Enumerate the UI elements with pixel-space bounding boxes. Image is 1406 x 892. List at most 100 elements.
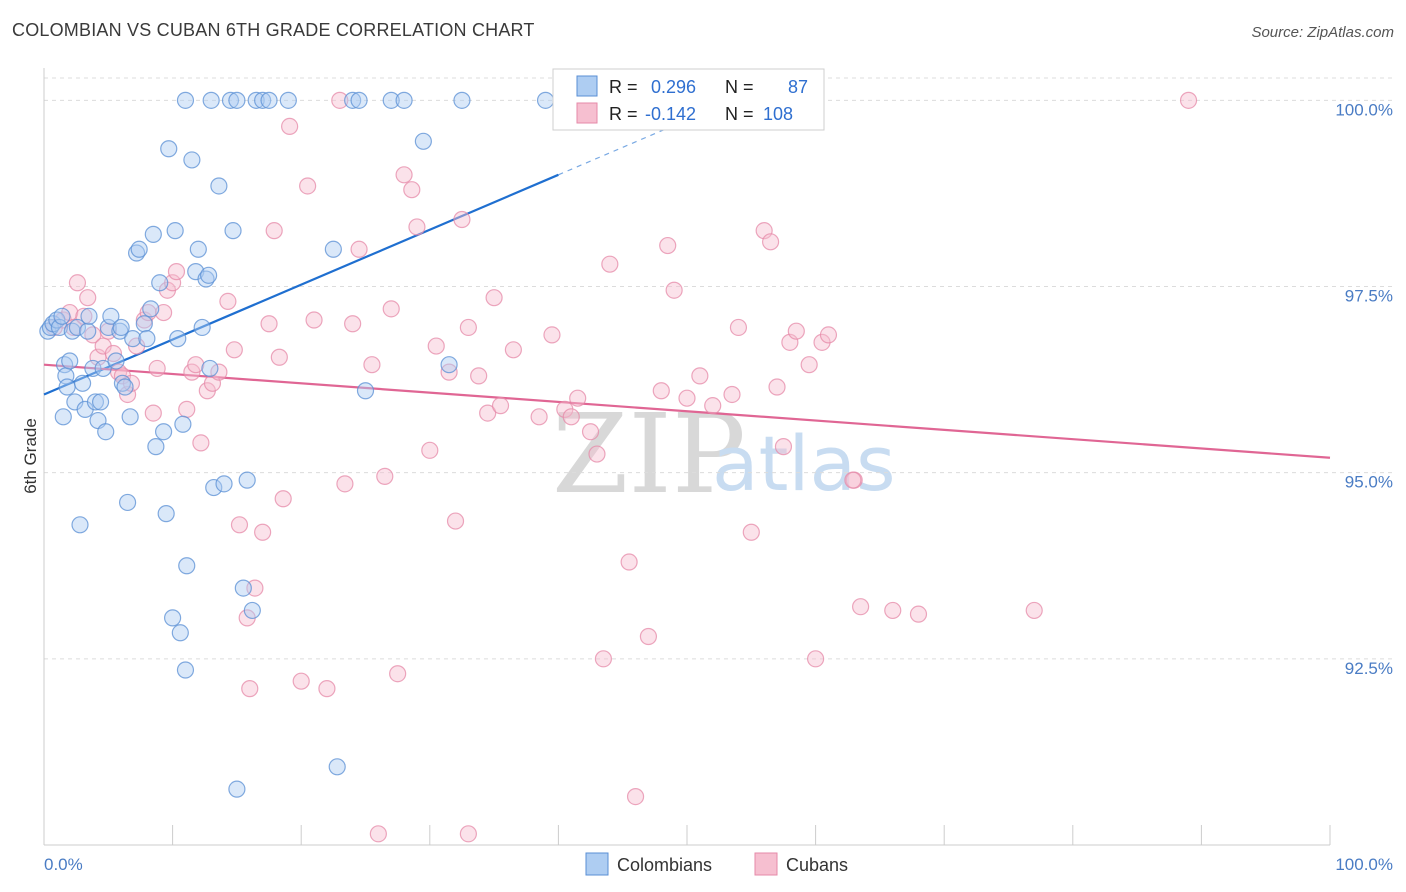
colombians-point: [116, 378, 134, 396]
colombians-point: [97, 423, 115, 441]
cubans-point: [729, 318, 748, 337]
cubans-point: [270, 348, 288, 366]
colombians-point: [279, 91, 297, 109]
colombians-point: [189, 240, 207, 258]
cubans-point: [620, 553, 638, 571]
cubans-point: [479, 404, 497, 422]
colombians-point: [176, 91, 195, 109]
cubans-point: [485, 289, 503, 307]
colombians-point: [112, 318, 130, 337]
cubans-point: [691, 367, 709, 385]
colombians-n-label: N =: [725, 77, 754, 97]
cubans-point: [427, 337, 445, 355]
cubans-n-label: N =: [725, 104, 754, 124]
cubans-point: [453, 210, 471, 229]
colombians-point: [453, 91, 471, 109]
cubans-point: [260, 315, 278, 333]
cubans-point: [852, 598, 870, 616]
colombians-r-label: R =: [609, 77, 638, 97]
watermark-zip: ZIP: [552, 390, 746, 518]
colombians-point: [356, 382, 375, 400]
cubans-point: [659, 236, 677, 255]
colombians-point: [243, 601, 261, 620]
cubans-point: [408, 218, 426, 236]
chart-source: Source: ZipAtlas.com: [1251, 24, 1394, 41]
watermark-atlas: atlas: [712, 419, 896, 508]
colombians-point: [135, 315, 153, 333]
cubans-point: [148, 359, 166, 378]
colombians-point: [228, 91, 246, 109]
cubans-point: [305, 311, 323, 329]
colombians-point: [53, 307, 71, 325]
cubans-point: [601, 255, 619, 273]
cubans-point: [504, 341, 522, 359]
colombians-point: [205, 478, 223, 497]
legend: Colombians Cubans: [585, 852, 848, 876]
cubans-point: [395, 166, 413, 184]
cubans-point: [530, 408, 548, 426]
cubans-point: [292, 672, 310, 690]
cubans-point: [459, 318, 477, 337]
colombians-point: [183, 151, 201, 169]
cubans-point: [281, 117, 299, 136]
cubans-point: [68, 274, 87, 292]
colombians-point: [440, 356, 458, 374]
colombians-point: [80, 307, 98, 325]
cubans-point: [154, 303, 173, 322]
colombians-point: [210, 177, 228, 195]
colombians-point: [382, 91, 400, 109]
cubans-point: [1025, 601, 1043, 620]
cubans-point: [768, 378, 786, 396]
colombians-point: [201, 359, 219, 378]
cubans-point: [723, 385, 741, 404]
y-tick-label: 100.0%: [1335, 100, 1393, 119]
colombians-point: [102, 307, 120, 325]
colombians-point: [260, 91, 278, 109]
cubans-point: [254, 523, 272, 541]
cubans-n-value: 108: [763, 104, 793, 124]
colombians-point: [147, 438, 165, 456]
legend-cubans-icon: [754, 852, 778, 876]
cubans-point: [704, 397, 722, 415]
stats-box: R = 0.296 N = 87 R = -0.142 N = 108: [552, 68, 825, 131]
colombians-point: [344, 91, 362, 109]
x-tick-label: 100.0%: [1335, 855, 1393, 874]
colombians-point: [228, 780, 246, 798]
y-tick-label: 95.0%: [1345, 473, 1393, 492]
colombians-point: [224, 222, 242, 240]
axes: 92.5% 95.0% 97.5% 100.0% 0.0% 100.0%: [43, 68, 1393, 874]
colombians-point: [118, 493, 137, 512]
colombians-point: [157, 505, 175, 523]
colombians-point: [536, 91, 555, 109]
colombians-point: [178, 557, 196, 575]
cubans-point: [909, 605, 928, 623]
cubans-point: [389, 665, 407, 683]
colombians-point: [91, 393, 110, 411]
cubans-point: [459, 825, 477, 843]
cubans-point: [382, 300, 400, 318]
colombians-point: [79, 322, 97, 340]
cubans-point: [543, 326, 561, 344]
cubans-point: [421, 441, 439, 459]
colombians-point: [86, 393, 105, 411]
cubans-point: [225, 341, 243, 359]
colombians-point: [200, 266, 218, 284]
colombians-point: [328, 758, 346, 776]
colombians-r-value: 0.296: [651, 77, 696, 97]
cubans-point: [350, 240, 368, 258]
cubans-point: [491, 397, 510, 415]
cubans-point: [678, 389, 696, 407]
cubans-point: [665, 281, 683, 299]
trend-lines: [43, 119, 1331, 459]
colombians-point: [61, 352, 79, 370]
colombians-point: [121, 408, 139, 426]
colombians-point: [138, 330, 156, 348]
cubans-point: [819, 326, 838, 344]
colombians-point: [154, 423, 173, 441]
cubans-point: [363, 356, 381, 374]
cubans-point: [336, 475, 354, 493]
cubans-point: [884, 601, 902, 620]
chart-title: COLOMBIAN VS CUBAN 6TH GRADE CORRELATION…: [12, 20, 535, 40]
colombians-point: [58, 378, 76, 396]
colombians-point: [215, 475, 233, 493]
